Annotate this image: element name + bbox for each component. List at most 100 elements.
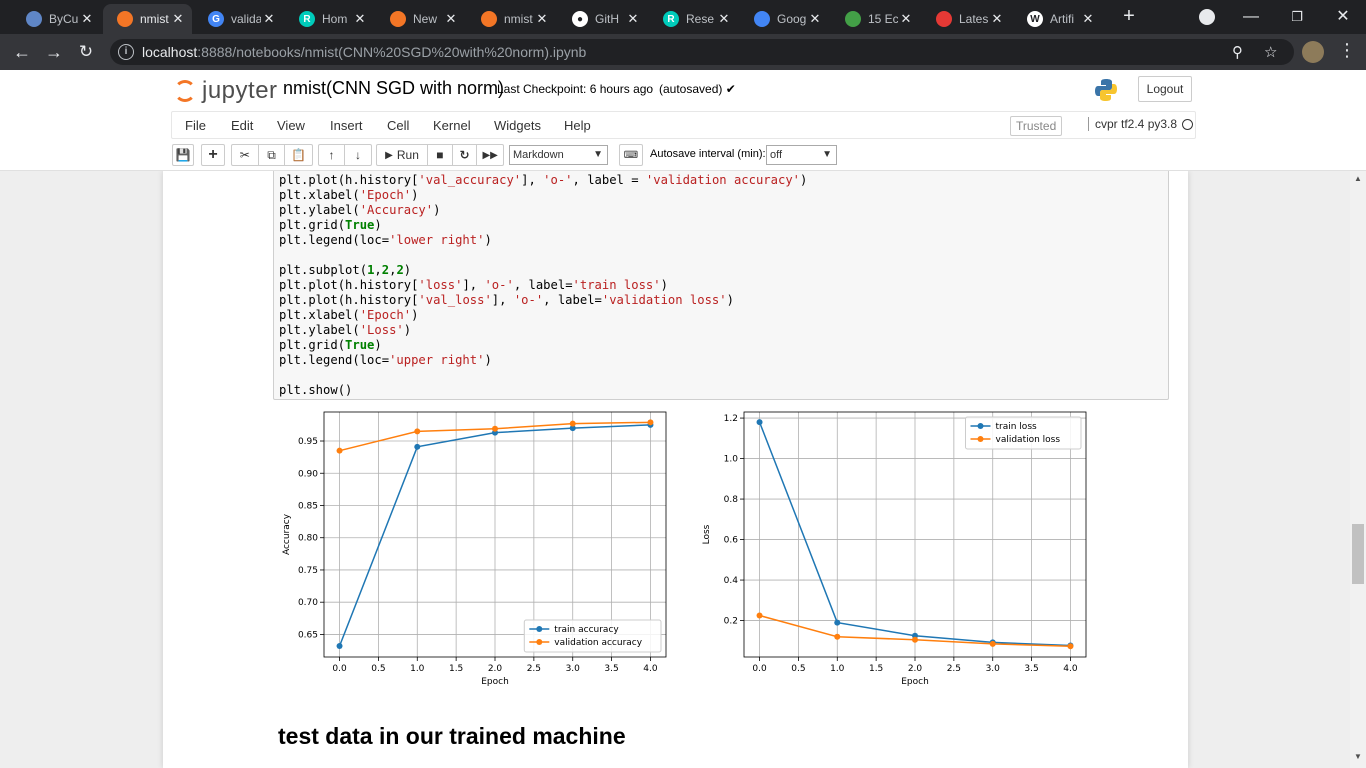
restart-run-all-icon[interactable]: ▶▶ [482, 149, 498, 161]
scroll-up-icon[interactable]: ▲ [1354, 174, 1362, 183]
kernel-name[interactable]: cvpr tf2.4 py3.8 [1088, 117, 1177, 131]
data-point [492, 425, 498, 432]
restart-icon[interactable]: ↻ [453, 145, 478, 165]
code-cell[interactable]: plt.plot(h.history['val_accuracy'], 'o-'… [273, 171, 1169, 400]
legend-box [523, 619, 662, 653]
move-down-icon[interactable]: ↓ [355, 148, 362, 162]
browser-tab[interactable]: R Hom ✕ [285, 4, 374, 34]
close-tab-icon[interactable]: ✕ [81, 11, 93, 26]
close-tab-icon[interactable]: ✕ [263, 11, 275, 26]
close-tab-icon[interactable]: ✕ [991, 11, 1003, 26]
command-palette-button[interactable]: ⌨ [619, 144, 643, 166]
close-tab-icon[interactable]: ✕ [900, 11, 912, 26]
site-info-icon[interactable]: i [118, 44, 134, 60]
x-axis-label: Epoch [481, 677, 509, 687]
close-tab-icon[interactable]: ✕ [718, 11, 730, 26]
scrollbar-thumb[interactable] [1352, 524, 1364, 584]
scroll-down-icon[interactable]: ▼ [1354, 752, 1362, 761]
data-point [569, 420, 576, 427]
new-tab-button[interactable]: + [1123, 5, 1135, 27]
url-text[interactable]: localhost:8888/notebooks/nmist(CNN%20SGD… [142, 44, 587, 60]
reload-icon[interactable]: ↻ [78, 42, 94, 61]
back-icon[interactable]: ← [13, 42, 31, 62]
forward-icon[interactable]: → [45, 42, 63, 62]
x-tick-label: 1.0 [830, 664, 845, 674]
wikipedia-tab-icon: W [1027, 11, 1043, 27]
x-tick-label: 3.0 [566, 664, 581, 674]
browser-tab[interactable]: W Artifi ✕ [1013, 4, 1102, 34]
close-window-icon[interactable]: ✕ [1336, 8, 1350, 25]
menu-file[interactable]: File [185, 118, 206, 133]
browser-tab[interactable]: Goog ✕ [740, 4, 829, 34]
code-line: plt.show() [279, 383, 353, 397]
data-point [756, 612, 763, 619]
zoom-icon[interactable]: ⚲ [1232, 44, 1243, 61]
interrupt-icon[interactable]: ■ [428, 145, 453, 165]
copy-icon[interactable]: ⧉ [259, 145, 286, 165]
browser-tab[interactable]: New ✕ [376, 4, 465, 34]
move-up-icon[interactable]: ↑ [319, 145, 346, 165]
shield-tab-icon [845, 11, 861, 27]
browser-tab[interactable]: nmist ✕ [467, 4, 556, 34]
cell-type-select[interactable]: Markdown ▼ [509, 145, 608, 165]
browser-tab-label: nmist [504, 12, 533, 26]
browser-tab-label: GitH [595, 12, 619, 26]
close-tab-icon[interactable]: ✕ [809, 11, 821, 26]
browser-tab-label: Hom [322, 12, 348, 26]
run-button[interactable]: ▶ Run [377, 145, 429, 165]
save-icon: 💾 [175, 148, 191, 162]
save-button[interactable]: 💾 [172, 144, 194, 166]
logout-button[interactable]: Logout [1138, 76, 1192, 102]
browser-tab[interactable]: Lates ✕ [922, 4, 1011, 34]
browser-menu-icon[interactable]: ⋮ [1338, 40, 1356, 60]
close-tab-icon[interactable]: ✕ [354, 11, 366, 26]
trusted-indicator[interactable]: Trusted [1010, 116, 1063, 136]
notebook-title[interactable]: nmist(CNN SGD with norm) [283, 78, 505, 98]
browser-tab[interactable]: nmist ✕ [103, 4, 192, 34]
notebook-container[interactable]: plt.plot(h.history['val_accuracy'], 'o-'… [0, 171, 1350, 768]
plot-frame [743, 411, 1087, 658]
menu-view[interactable]: View [277, 118, 305, 133]
minimize-icon[interactable]: — [1243, 8, 1259, 25]
markdown-heading[interactable]: test data in our trained machine [278, 723, 626, 749]
browser-tab-label: Artifi [1050, 12, 1074, 26]
browser-tab[interactable]: ● GitH ✕ [558, 4, 647, 34]
plus-icon: + [208, 146, 218, 163]
menu-cell[interactable]: Cell [387, 118, 410, 133]
autosave-interval-select[interactable]: off ▼ [766, 145, 837, 165]
paste-icon[interactable]: 📋 [291, 148, 307, 162]
x-tick-label: 0.0 [752, 664, 767, 674]
data-point [912, 636, 918, 643]
browser-tab[interactable]: 15 Ec ✕ [831, 4, 920, 34]
close-tab-icon[interactable]: ✕ [1082, 11, 1094, 26]
tab-search-icon[interactable] [1199, 9, 1215, 25]
browser-tab[interactable]: R Rese ✕ [649, 4, 738, 34]
menu-widgets[interactable]: Widgets [494, 118, 541, 133]
page-scrollbar[interactable] [1350, 171, 1366, 768]
bookmark-star-icon[interactable]: ☆ [1264, 44, 1278, 61]
x-tick-label: 2.0 [908, 664, 923, 674]
insert-cell-button[interactable]: + [201, 144, 225, 166]
y-tick-label: 0.95 [298, 437, 318, 447]
close-tab-icon[interactable]: ✕ [445, 11, 457, 26]
menu-help[interactable]: Help [564, 118, 591, 133]
browser-tab-label: ByCu [49, 12, 79, 26]
browser-tab[interactable]: ByCu ✕ [12, 4, 101, 34]
y-axis-label: Accuracy [282, 513, 292, 555]
data-point [1067, 643, 1074, 650]
menu-kernel[interactable]: Kernel [433, 118, 471, 133]
menu-edit[interactable]: Edit [231, 118, 254, 133]
profile-avatar[interactable] [1302, 41, 1324, 63]
jupyter-logo[interactable]: jupyter [174, 76, 278, 106]
x-tick-label: 3.5 [1024, 664, 1038, 674]
address-bar[interactable]: i localhost:8888/notebooks/nmist(CNN%20S… [110, 39, 1294, 65]
cut-icon[interactable]: ✂ [232, 145, 259, 165]
data-point [756, 419, 763, 426]
menu-insert[interactable]: Insert [330, 118, 363, 133]
restore-icon[interactable]: ❐ [1291, 9, 1303, 24]
close-tab-icon[interactable]: ✕ [627, 11, 639, 26]
x-tick-label: 4.0 [643, 664, 658, 674]
close-tab-icon[interactable]: ✕ [536, 11, 548, 26]
close-tab-icon[interactable]: ✕ [172, 11, 184, 26]
